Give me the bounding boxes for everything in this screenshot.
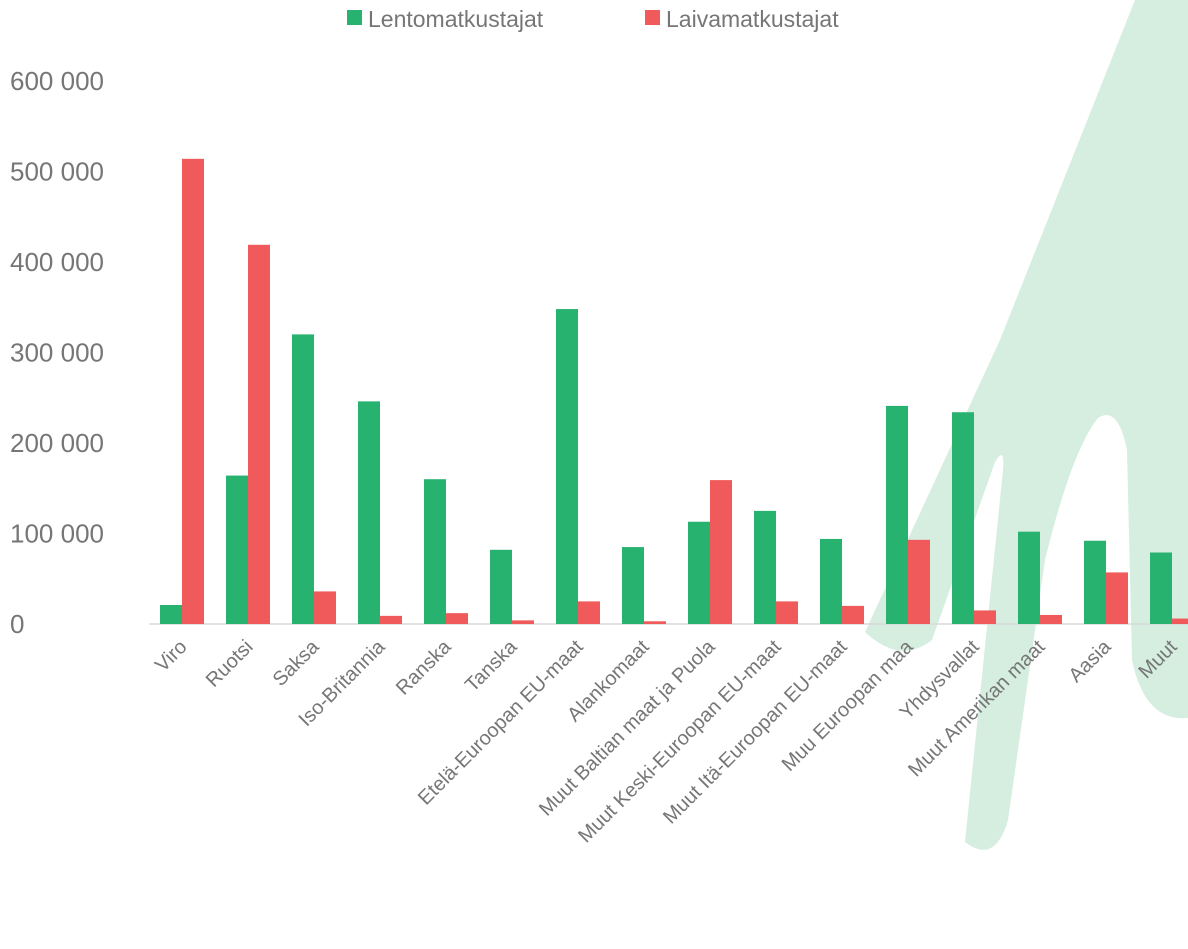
bar: [622, 547, 644, 624]
bar: [446, 613, 468, 624]
bar: [578, 601, 600, 624]
legend-swatch: [645, 10, 660, 25]
bar: [512, 620, 534, 624]
x-tick-label: Tanska: [461, 635, 522, 696]
bar: [358, 401, 380, 624]
bar: [1150, 552, 1172, 624]
bar: [182, 158, 204, 624]
bar: [886, 405, 908, 624]
bar: [776, 601, 798, 624]
y-tick-label: 200 000: [10, 428, 104, 458]
x-tick-label: Aasia: [1065, 635, 1117, 687]
bar: [974, 610, 996, 624]
x-tick-label: Ranska: [392, 635, 456, 699]
y-tick-label: 400 000: [10, 247, 104, 277]
x-tick-label: Ruotsi: [202, 636, 258, 692]
bar: [952, 412, 974, 624]
y-tick-label: 600 000: [10, 66, 104, 96]
legend-swatch: [347, 10, 362, 25]
legend-label: Lentomatkustajat: [368, 6, 544, 32]
background-shape: [865, 0, 1188, 850]
y-tick-label: 500 000: [10, 157, 104, 187]
bar: [842, 605, 864, 624]
bar: [314, 591, 336, 624]
bar: [226, 475, 248, 624]
bar: [1084, 540, 1106, 624]
bar: [644, 621, 666, 624]
bar: [1172, 618, 1188, 624]
x-tick-label: Saksa: [269, 635, 324, 690]
bar: [820, 538, 842, 624]
bar: [1018, 531, 1040, 624]
legend-label: Laivamatkustajat: [666, 6, 839, 32]
bar: [710, 480, 732, 624]
bar: [248, 244, 270, 624]
bar: [688, 521, 710, 624]
bar: [1106, 572, 1128, 624]
y-tick-label: 300 000: [10, 338, 104, 368]
y-tick-label: 0: [10, 609, 24, 639]
bar: [1040, 614, 1062, 624]
bar: [424, 479, 446, 624]
bar: [556, 309, 578, 624]
bar: [160, 604, 182, 624]
bar: [754, 510, 776, 624]
bar: [490, 549, 512, 624]
x-tick-label: Viro: [151, 636, 191, 676]
bar: [292, 334, 314, 624]
bar: [908, 539, 930, 624]
bar: [380, 615, 402, 624]
y-tick-label: 100 000: [10, 519, 104, 549]
